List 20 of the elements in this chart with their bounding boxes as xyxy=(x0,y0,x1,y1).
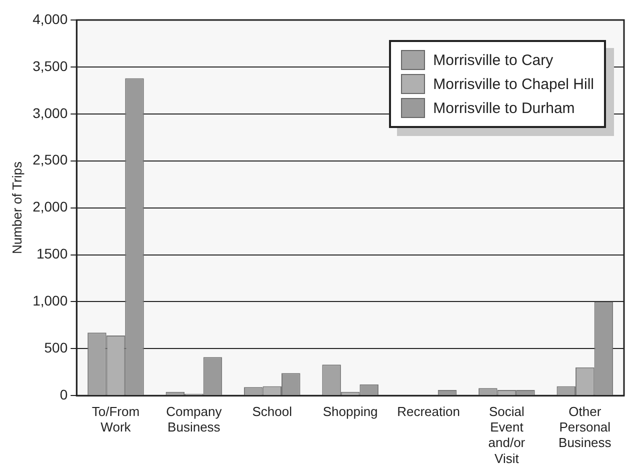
y-tick-label: 3,000 xyxy=(32,104,68,121)
legend-label: Morrisville to Chapel Hill xyxy=(433,76,594,92)
y-tick-label: 4,000 xyxy=(32,10,68,27)
x-tick-label: Other Personal Business xyxy=(558,404,612,450)
y-tick-label: 3,500 xyxy=(32,58,68,74)
legend-label: Morrisville to Cary xyxy=(433,52,554,68)
x-tick-label: Company Business xyxy=(166,404,222,435)
y-tick-label: 2,500 xyxy=(32,152,68,168)
x-tick-label: To/From Work xyxy=(92,404,140,435)
y-axis-title: Number of Trips xyxy=(9,161,24,254)
y-tick-label: 1500 xyxy=(36,246,68,262)
y-tick-label: 2,000 xyxy=(32,198,68,215)
legend-label: Morrisville to Durham xyxy=(433,100,575,116)
x-tick-label: Shopping xyxy=(322,404,378,419)
x-tick-label: School xyxy=(252,404,292,419)
y-tick-label: 500 xyxy=(44,340,68,356)
x-tick-label: Recreation xyxy=(397,404,460,419)
y-tick-label: 1,000 xyxy=(32,292,68,309)
x-tick-label: Social Event and/or Visit xyxy=(488,404,526,466)
y-tick-label: 0 xyxy=(60,386,68,402)
